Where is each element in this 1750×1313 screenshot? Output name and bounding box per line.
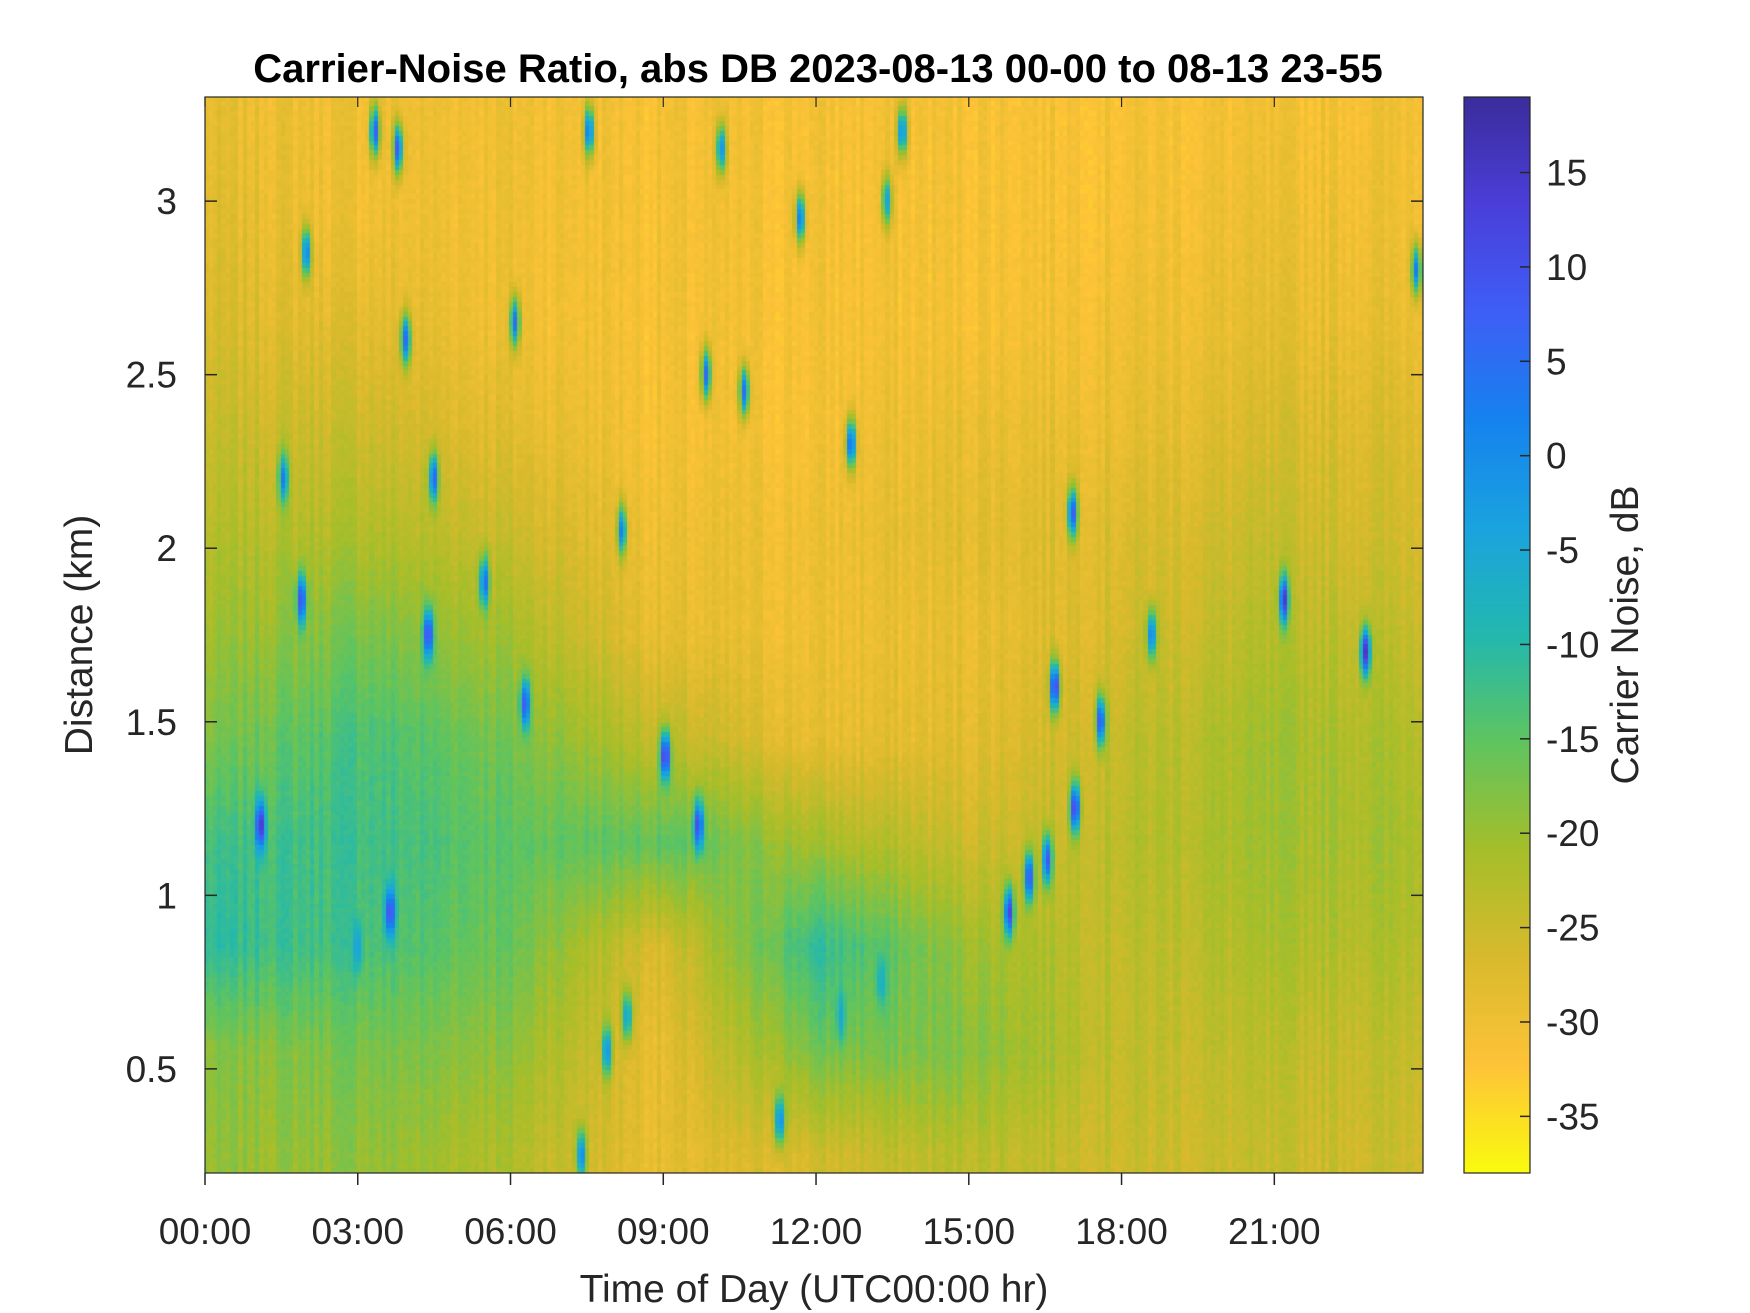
colorbar-label: Carrier Noise, dB bbox=[1604, 485, 1647, 784]
x-axis: 00:00 03:00 06:00 09:00 12:00 15:00 18:00 21:00 bbox=[159, 97, 1321, 1252]
colorbar-tick-label: -10 bbox=[1546, 624, 1599, 665]
colorbar-tick-label: -30 bbox=[1546, 1002, 1599, 1043]
x-tick-label: 00:00 bbox=[159, 1211, 252, 1252]
y-tick-label: 2 bbox=[156, 528, 177, 569]
x-tick-label: 03:00 bbox=[311, 1211, 404, 1252]
colorbar-ticks: 15 10 5 0 -5 -10 -15 -20 -25 -30 -35 bbox=[1520, 153, 1599, 1137]
y-tick-label: 2.5 bbox=[126, 355, 177, 396]
colorbar-tick-label: 5 bbox=[1546, 341, 1567, 382]
x-tick-label: 21:00 bbox=[1228, 1211, 1321, 1252]
y-tick-label: 0.5 bbox=[126, 1049, 177, 1090]
colorbar-tick-label: -20 bbox=[1546, 813, 1599, 854]
colorbar-tick-label: -5 bbox=[1546, 530, 1579, 571]
colorbar-tick-label: 10 bbox=[1546, 247, 1587, 288]
y-axis: 0.5 1 1.5 2 2.5 3 bbox=[126, 181, 1423, 1090]
colorbar-tick-label: 15 bbox=[1546, 153, 1587, 194]
x-tick-label: 06:00 bbox=[464, 1211, 557, 1252]
colorbar-tick-label: -15 bbox=[1546, 719, 1599, 760]
y-tick-label: 1.5 bbox=[126, 702, 177, 743]
y-axis-label: Distance (km) bbox=[58, 515, 101, 756]
x-tick-label: 18:00 bbox=[1075, 1211, 1168, 1252]
plot-frame bbox=[204, 96, 1424, 1174]
colorbar-tick-label: -35 bbox=[1546, 1096, 1599, 1137]
x-axis-label: Time of Day (UTC00:00 hr) bbox=[580, 1268, 1049, 1311]
chart-title: Carrier-Noise Ratio, abs DB 2023-08-13 0… bbox=[253, 47, 1382, 91]
colorbar: 15 10 5 0 -5 -10 -15 -20 -25 -30 -35 Carrier Noise… bbox=[1463, 96, 1647, 1174]
x-tick-label: 15:00 bbox=[922, 1211, 1015, 1252]
y-tick-label: 3 bbox=[156, 181, 177, 222]
colorbar-tick-label: -25 bbox=[1546, 908, 1599, 949]
x-tick-label: 12:00 bbox=[770, 1211, 863, 1252]
y-tick-label: 1 bbox=[156, 875, 177, 916]
x-tick-label: 09:00 bbox=[617, 1211, 710, 1252]
colorbar-tick-label: 0 bbox=[1546, 436, 1567, 477]
colorbar-scale bbox=[1463, 96, 1531, 1174]
